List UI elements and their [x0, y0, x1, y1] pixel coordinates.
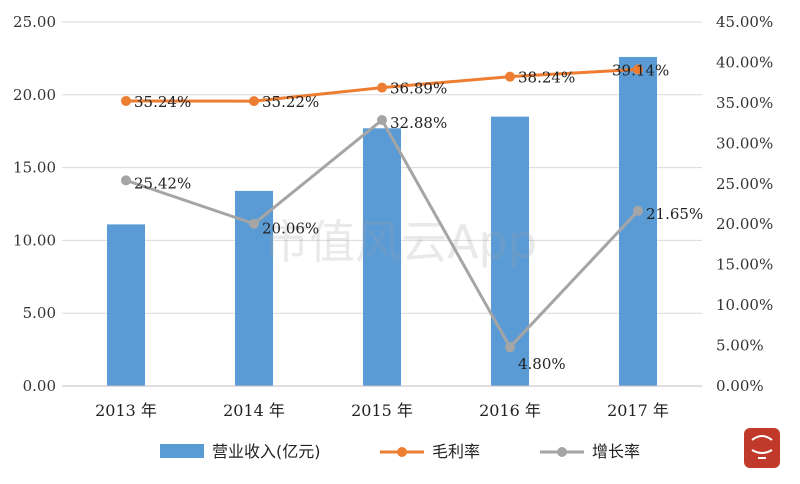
x-tick-label: 2017 年 [607, 401, 669, 420]
y-right-tick-label: 35.00% [716, 94, 773, 112]
y-right-tick-label: 30.00% [716, 134, 773, 152]
legend-marker [557, 447, 567, 457]
legend-label: 毛利率 [432, 442, 480, 461]
legend-marker [397, 447, 407, 457]
x-tick-label: 2015 年 [351, 401, 413, 420]
data-label: 38.24% [518, 69, 575, 87]
x-tick-label: 2016 年 [479, 401, 541, 420]
line-point [249, 218, 259, 229]
legend-label: 营业收入(亿元) [212, 442, 321, 461]
legend: 营业收入(亿元) 毛利率 增长率 [160, 442, 640, 461]
data-label: 20.06% [262, 220, 319, 238]
y-right-tick-label: 45.00% [716, 13, 773, 31]
line-point [377, 82, 387, 93]
y-right-tick-label: 40.00% [716, 53, 773, 71]
y-right-tick-label: 10.00% [716, 296, 773, 314]
data-label: 25.42% [134, 174, 191, 192]
y-left-tick-label: 15.00 [13, 159, 56, 177]
data-label: 39.14% [612, 61, 669, 79]
line-point [377, 115, 387, 126]
line-point [505, 342, 515, 353]
line-series [121, 64, 643, 353]
data-label: 35.22% [262, 93, 319, 111]
legend-swatch [160, 444, 204, 458]
y-left-tick-label: 5.00 [23, 304, 56, 322]
data-label: 21.65% [646, 205, 703, 223]
bar [491, 116, 529, 386]
y-left-tick-label: 20.00 [13, 86, 56, 104]
axes: 0.00 5.00 10.00 15.00 20.00 25.00 0.00% 5.00% 10… [13, 13, 773, 420]
bar [619, 56, 657, 386]
line-point [249, 96, 259, 107]
legend-label: 增长率 [592, 442, 640, 461]
bar [107, 224, 145, 386]
seal-icon [744, 428, 780, 468]
line-point [121, 95, 131, 106]
line-point [633, 205, 643, 216]
y-left-tick-label: 25.00 [13, 13, 56, 31]
data-label: 4.80% [518, 355, 566, 373]
line-point [121, 175, 131, 186]
line-point [505, 71, 515, 82]
bar [363, 128, 401, 386]
y-right-tick-label: 25.00% [716, 175, 773, 193]
y-left-tick-label: 0.00 [23, 377, 56, 395]
y-right-tick-label: 15.00% [716, 256, 773, 274]
y-right-tick-label: 0.00% [716, 377, 764, 395]
line-point [633, 64, 643, 75]
y-left-tick-label: 10.00 [13, 231, 56, 249]
watermark-text: 市值风云App [263, 215, 537, 269]
data-labels: 35.24% 35.22% 36.89% 38.24% 39.14% 25.42% 20.0… [134, 61, 703, 373]
y-right-tick-label: 20.00% [716, 215, 773, 233]
data-label: 35.24% [134, 93, 191, 111]
y-right-tick-label: 5.00% [716, 337, 764, 355]
data-label: 32.88% [390, 114, 447, 132]
x-tick-label: 2014 年 [223, 401, 285, 420]
x-tick-label: 2013 年 [95, 401, 157, 420]
data-label: 36.89% [390, 80, 447, 98]
